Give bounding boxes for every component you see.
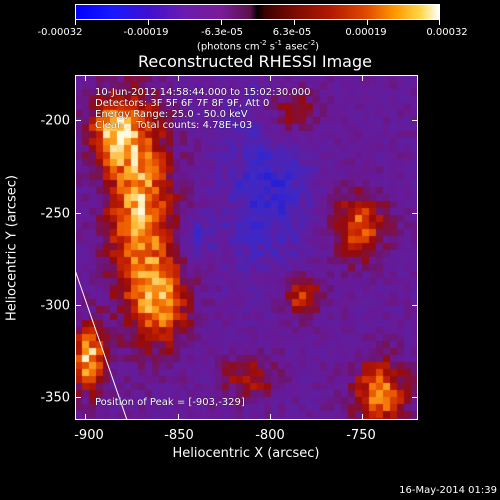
x-tick-top <box>362 75 363 81</box>
x-tick-label: -800 <box>255 428 285 443</box>
peak-position-text: Position of Peak = [-903,-329] <box>95 397 245 408</box>
x-tick-top <box>178 75 179 81</box>
colorbar-tick <box>439 20 440 25</box>
colorbar-tick <box>294 20 295 25</box>
x-tick-label: -900 <box>74 428 104 443</box>
colorbar-tick-label: 0.00032 <box>426 27 468 38</box>
colorbar-tick-label: 0.00019 <box>345 27 387 38</box>
method-counts-text: Clean Total counts: 4.78E+03 <box>95 120 253 131</box>
y-tick <box>75 397 81 398</box>
y-tick-label: -350 <box>40 390 70 406</box>
solar-limb-line <box>75 269 128 420</box>
energy-range-text: Energy Range: 25.0 - 50.0 keV <box>95 109 248 120</box>
x-tick <box>362 414 363 420</box>
rhessi-image: 10-Jun-2012 14:58:44.000 to 15:02:30.000… <box>75 75 418 420</box>
colorbar-tick-label: -0.00019 <box>123 27 169 38</box>
colorbar-tick-label: 6.3e-05 <box>272 27 312 38</box>
x-tick-top <box>85 75 86 81</box>
colorbar-tick <box>221 20 222 25</box>
plot-title: Reconstructed RHESSI Image <box>138 52 372 71</box>
time-range-text: 10-Jun-2012 14:58:44.000 to 15:02:30.000 <box>95 87 311 98</box>
x-tick-top <box>270 75 271 81</box>
y-tick-right <box>412 120 418 121</box>
x-tick <box>178 414 179 420</box>
y-tick <box>75 120 81 121</box>
y-axis-title: Heliocentric Y (arcsec) <box>4 175 20 321</box>
y-tick-label: -300 <box>40 298 70 314</box>
intensity-map <box>75 75 418 420</box>
y-tick-right <box>412 213 418 214</box>
detectors-text: Detectors: 3F 5F 6F 7F 8F 9F, Att 0 <box>95 98 270 109</box>
y-tick-label: -200 <box>40 113 70 129</box>
y-tick-label: -250 <box>40 206 70 222</box>
y-tick-right <box>412 397 418 398</box>
colorbar-tick <box>367 20 368 25</box>
x-tick <box>85 414 86 420</box>
colorbar-tick-label: -6.3e-05 <box>201 27 243 38</box>
colorbar-tick <box>75 20 76 25</box>
colorbar-tick-label: -0.00032 <box>37 27 83 38</box>
render-timestamp: 16-May-2014 01:39 <box>399 485 497 496</box>
colorbar-units: (photons cm-2 s-1 asec-2) <box>196 39 320 53</box>
x-tick-label: -750 <box>346 428 376 443</box>
solar-limb-overlay <box>75 269 128 420</box>
colorbar <box>75 4 440 20</box>
x-tick-label: -850 <box>164 428 194 443</box>
y-tick <box>75 305 81 306</box>
x-tick <box>270 414 271 420</box>
y-tick <box>75 213 81 214</box>
x-axis-title: Heliocentric X (arcsec) <box>172 446 320 461</box>
colorbar-tick <box>148 20 149 25</box>
y-tick-right <box>412 305 418 306</box>
